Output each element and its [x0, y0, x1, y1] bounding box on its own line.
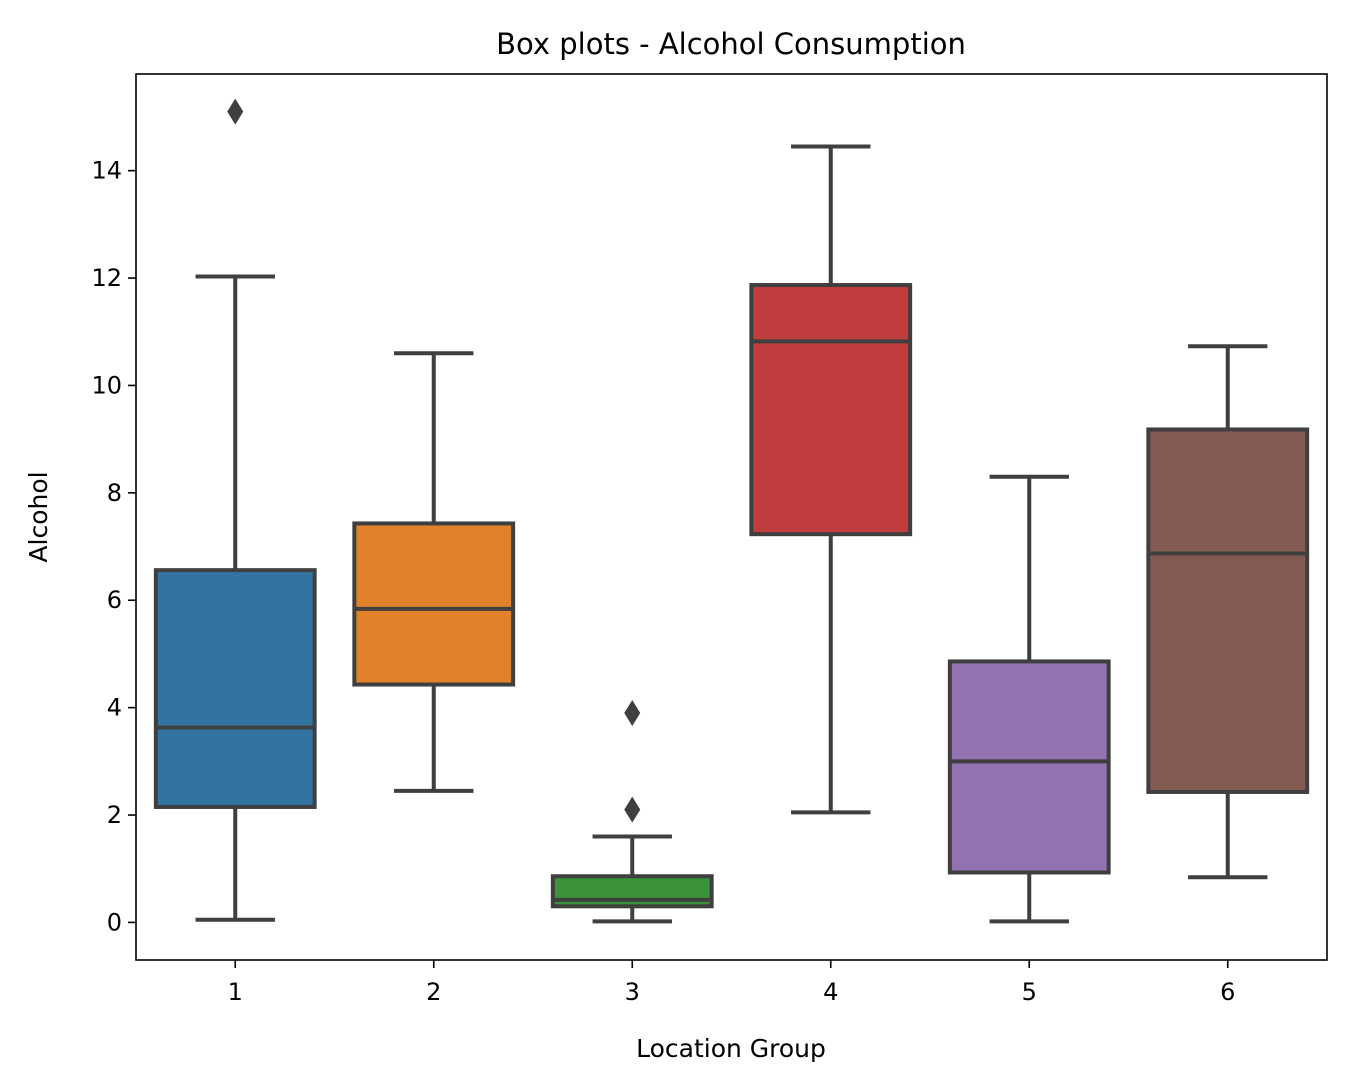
box-group-1 [153, 98, 317, 922]
y-tick-label-2: 2 [107, 801, 122, 829]
outlier-1-0 [227, 98, 244, 125]
y-axis: 0 2 4 6 8 10 12 14 [91, 157, 136, 936]
box-group-5 [947, 474, 1111, 924]
box-1 [153, 568, 317, 809]
y-tick-label-8: 8 [107, 479, 122, 507]
x-tick-label-3: 3 [625, 978, 640, 1006]
box-4 [749, 283, 913, 537]
box-2 [352, 521, 516, 687]
box-5 [947, 659, 1111, 875]
box-6 [1146, 427, 1310, 794]
y-tick-label-4: 4 [107, 694, 122, 722]
x-tick-label-6: 6 [1220, 978, 1235, 1006]
outlier-3-1 [624, 699, 641, 726]
x-tick-label-1: 1 [228, 978, 243, 1006]
y-tick-label-12: 12 [91, 264, 122, 292]
y-tick-label-0: 0 [107, 908, 122, 936]
box-group-6 [1146, 344, 1310, 880]
y-tick-label-10: 10 [91, 371, 122, 399]
x-axis: 1 2 3 4 5 6 [228, 960, 1235, 1006]
box-group-4 [749, 144, 913, 815]
x-axis-label: Location Group [636, 1034, 826, 1063]
y-tick-label-6: 6 [107, 586, 122, 614]
box-group-2 [352, 351, 516, 793]
chart-title: Box plots - Alcohol Consumption [496, 27, 966, 61]
x-tick-label-4: 4 [823, 978, 838, 1006]
box-group-3 [550, 699, 714, 924]
plot-area [153, 98, 1310, 924]
y-axis-label: Alcohol [24, 471, 53, 562]
y-tick-label-14: 14 [91, 157, 122, 185]
axes-frame [135, 73, 1328, 961]
x-tick-label-5: 5 [1022, 978, 1037, 1006]
x-tick-label-2: 2 [426, 978, 441, 1006]
outlier-3-0 [624, 796, 641, 823]
